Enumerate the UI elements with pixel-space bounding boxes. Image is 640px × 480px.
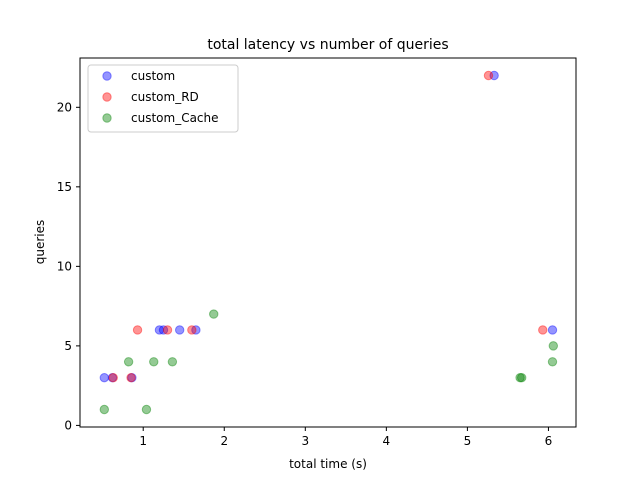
y-tick-label: 20 — [57, 100, 72, 114]
data-point — [99, 404, 110, 415]
data-point — [191, 325, 201, 335]
x-axis-label: total time (s) — [289, 457, 367, 471]
data-point — [547, 357, 558, 367]
data-point — [516, 372, 527, 383]
axes-frame — [79, 57, 577, 428]
data-point — [174, 325, 185, 335]
series-custom_Cache — [99, 309, 559, 415]
data-point — [154, 325, 165, 335]
legend-marker — [102, 92, 112, 102]
legend-label: custom — [131, 69, 175, 83]
data-point — [126, 372, 136, 383]
data-point — [548, 341, 559, 351]
legend-label: custom_Cache — [131, 111, 219, 125]
series-custom — [99, 70, 558, 383]
y-tick-label: 5 — [64, 339, 72, 353]
data-point — [483, 70, 494, 81]
legend: custom custom_RD custom_Cache — [87, 64, 239, 133]
data-point — [107, 372, 118, 383]
data-point — [538, 325, 548, 335]
data-point — [132, 325, 143, 335]
x-tick-label: 5 — [464, 434, 472, 448]
data-point — [187, 325, 197, 335]
data-point — [547, 325, 558, 335]
data-point — [149, 357, 159, 367]
data-point — [127, 372, 137, 383]
legend-marker — [102, 113, 112, 123]
y-tick-label: 10 — [57, 259, 72, 273]
y-axis-label: queries — [33, 220, 47, 265]
data-point — [209, 309, 219, 319]
chart-title: total latency vs number of queries — [207, 37, 448, 53]
data-point — [108, 372, 118, 383]
legend-label: custom_RD — [131, 90, 199, 104]
data-point — [489, 70, 499, 81]
legend-marker — [102, 71, 112, 81]
legend-box — [87, 64, 239, 133]
data-point — [515, 372, 525, 383]
x-tick-label: 4 — [383, 434, 391, 448]
data-point — [99, 372, 110, 383]
data-point — [167, 357, 178, 367]
data-point — [162, 325, 173, 335]
data-point — [141, 404, 152, 415]
plot-area — [99, 70, 559, 415]
y-axis: 0 5 10 15 20 — [57, 100, 80, 432]
x-tick-label: 6 — [545, 434, 553, 448]
y-tick-label: 0 — [64, 418, 72, 432]
series-custom_RD — [108, 70, 548, 383]
x-tick-label: 1 — [139, 434, 147, 448]
y-tick-label: 15 — [57, 180, 72, 194]
data-point — [158, 325, 169, 335]
x-tick-label: 2 — [220, 434, 228, 448]
x-axis: 1 2 3 4 5 6 — [139, 427, 552, 448]
x-tick-label: 3 — [301, 434, 309, 448]
data-point — [123, 357, 134, 367]
